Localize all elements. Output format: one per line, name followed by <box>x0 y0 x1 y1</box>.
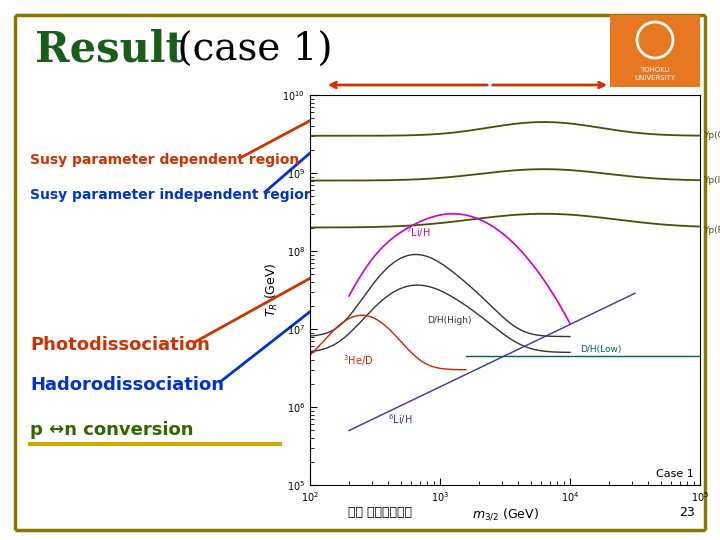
Text: $^7$Li/H: $^7$Li/H <box>406 226 431 240</box>
Text: Yp(IT): Yp(IT) <box>703 176 720 185</box>
Text: 四柳 陽（東北大）: 四柳 陽（東北大） <box>348 505 412 518</box>
Text: (case 1): (case 1) <box>165 31 333 69</box>
X-axis label: $m_{3/2}$ (GeV): $m_{3/2}$ (GeV) <box>472 507 539 522</box>
Text: 23: 23 <box>679 505 695 518</box>
Text: D/H(High): D/H(High) <box>428 316 472 325</box>
Text: Case 1: Case 1 <box>657 469 694 479</box>
Text: D/H(Low): D/H(Low) <box>580 346 621 354</box>
Text: Result: Result <box>35 29 185 71</box>
Text: $^6$Li/H: $^6$Li/H <box>388 413 413 427</box>
Y-axis label: $T_R$ (GeV): $T_R$ (GeV) <box>264 262 279 318</box>
Text: Yp(FO): Yp(FO) <box>703 226 720 235</box>
Bar <box>610 15 700 87</box>
Text: Yp(OS): Yp(OS) <box>703 131 720 140</box>
Text: Susy parameter dependent region: Susy parameter dependent region <box>30 153 300 167</box>
Text: p ↔n conversion: p ↔n conversion <box>30 421 194 439</box>
Text: TOHOKU
UNIVERSITY: TOHOKU UNIVERSITY <box>634 68 675 80</box>
Text: Hadorodissociation: Hadorodissociation <box>30 376 224 394</box>
Text: $^3$He/D: $^3$He/D <box>343 353 374 368</box>
Text: Susy parameter independent region: Susy parameter independent region <box>30 188 314 202</box>
Text: Photodissociation: Photodissociation <box>30 336 210 354</box>
